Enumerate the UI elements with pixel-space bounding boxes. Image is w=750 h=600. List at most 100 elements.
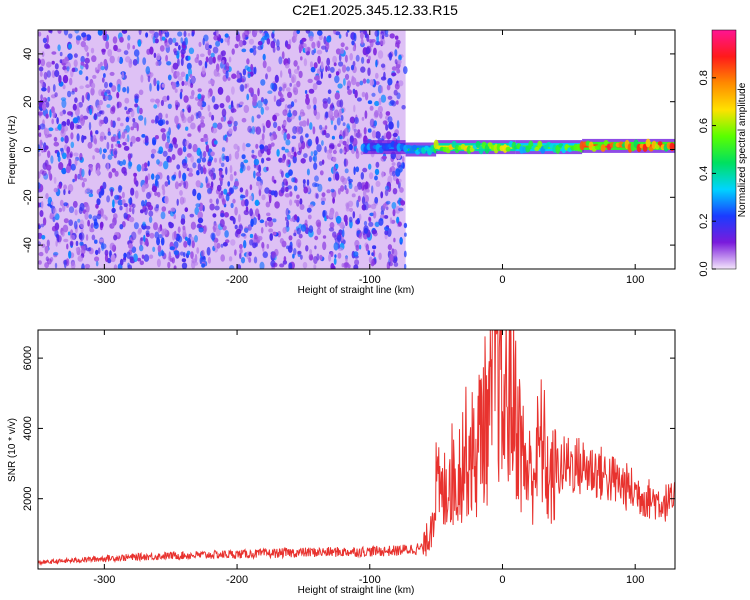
noise-speckle — [316, 227, 322, 236]
noise-speckle — [261, 194, 266, 201]
y-tick-label: 4000 — [22, 416, 34, 440]
noise-speckle — [283, 83, 287, 89]
noise-speckle — [156, 180, 160, 189]
noise-speckle — [119, 36, 124, 43]
noise-speckle — [127, 42, 131, 50]
noise-speckle — [393, 237, 396, 243]
noise-speckle — [355, 244, 360, 251]
noise-speckle — [68, 206, 75, 214]
y-tick-label: -40 — [22, 237, 34, 253]
noise-speckle — [106, 195, 110, 203]
noise-speckle — [134, 93, 140, 100]
noise-speckle — [87, 92, 90, 102]
noise-speckle — [172, 37, 177, 43]
noise-speckle — [56, 233, 60, 243]
noise-speckle — [122, 87, 127, 93]
noise-speckle — [41, 243, 46, 248]
noise-speckle — [333, 30, 337, 35]
noise-speckle — [238, 224, 243, 232]
noise-speckle — [38, 182, 41, 190]
noise-speckle — [199, 122, 206, 128]
noise-speckle — [355, 81, 360, 87]
noise-speckle — [92, 134, 97, 144]
noise-speckle — [138, 228, 142, 234]
noise-speckle — [330, 263, 335, 269]
noise-speckle — [55, 240, 58, 247]
noise-speckle — [95, 130, 99, 135]
noise-speckle — [249, 239, 254, 246]
noise-speckle — [87, 219, 90, 227]
noise-speckle — [338, 53, 342, 62]
noise-speckle — [143, 234, 146, 242]
noise-speckle — [126, 86, 130, 94]
noise-speckle — [106, 162, 110, 171]
noise-speckle — [207, 187, 212, 194]
noise-speckle — [104, 253, 109, 263]
noise-speckle — [140, 74, 144, 83]
noise-speckle — [325, 65, 328, 72]
noise-speckle — [248, 251, 252, 257]
noise-speckle — [392, 188, 398, 195]
noise-speckle — [172, 174, 177, 180]
noise-speckle — [306, 207, 312, 213]
noise-speckle — [380, 191, 384, 199]
noise-speckle — [267, 90, 273, 94]
noise-speckle — [375, 41, 381, 46]
noise-speckle — [308, 253, 314, 261]
noise-speckle — [311, 41, 316, 49]
noise-speckle — [187, 237, 191, 246]
noise-speckle — [41, 235, 46, 240]
noise-speckle — [46, 239, 50, 248]
noise-speckle — [312, 156, 316, 161]
noise-speckle — [361, 196, 366, 205]
noise-speckle — [81, 95, 85, 103]
noise-speckle — [325, 149, 330, 154]
noise-speckle — [205, 176, 208, 184]
noise-speckle — [197, 163, 202, 171]
noise-speckle — [103, 116, 109, 124]
noise-speckle — [208, 111, 212, 118]
noise-speckle — [306, 104, 311, 110]
noise-speckle — [344, 127, 349, 137]
noise-speckle — [401, 105, 406, 110]
noise-speckle — [165, 141, 170, 149]
noise-speckle — [394, 49, 398, 57]
noise-speckle — [252, 48, 257, 56]
noise-speckle — [257, 45, 263, 51]
noise-speckle — [353, 251, 359, 257]
noise-speckle — [51, 60, 55, 65]
noise-speckle — [139, 107, 143, 115]
noise-speckle — [62, 152, 67, 160]
noise-speckle — [183, 95, 189, 103]
noise-speckle — [339, 109, 342, 117]
noise-speckle — [176, 50, 180, 55]
noise-speckle — [283, 255, 287, 262]
noise-speckle — [214, 241, 217, 249]
noise-speckle — [66, 146, 71, 154]
noise-speckle — [254, 30, 259, 33]
noise-speckle — [372, 229, 378, 234]
noise-speckle — [215, 228, 221, 237]
noise-speckle — [58, 74, 62, 84]
noise-speckle — [340, 175, 345, 183]
noise-speckle — [368, 221, 374, 227]
noise-speckle — [247, 73, 251, 79]
noise-speckle — [229, 173, 234, 182]
noise-speckle — [177, 31, 183, 37]
noise-speckle — [176, 71, 180, 77]
noise-speckle — [262, 53, 266, 61]
noise-speckle — [281, 158, 286, 163]
noise-speckle — [277, 231, 282, 238]
noise-speckle — [231, 48, 235, 55]
noise-speckle — [122, 159, 126, 166]
noise-speckle — [187, 133, 192, 137]
noise-speckle — [238, 39, 244, 48]
noise-speckle — [379, 111, 383, 119]
noise-speckle — [53, 207, 57, 216]
noise-speckle — [146, 192, 151, 199]
noise-speckle — [183, 181, 187, 189]
noise-speckle — [137, 257, 142, 262]
noise-speckle — [332, 156, 337, 163]
noise-speckle — [127, 264, 132, 269]
noise-speckle — [245, 143, 251, 148]
